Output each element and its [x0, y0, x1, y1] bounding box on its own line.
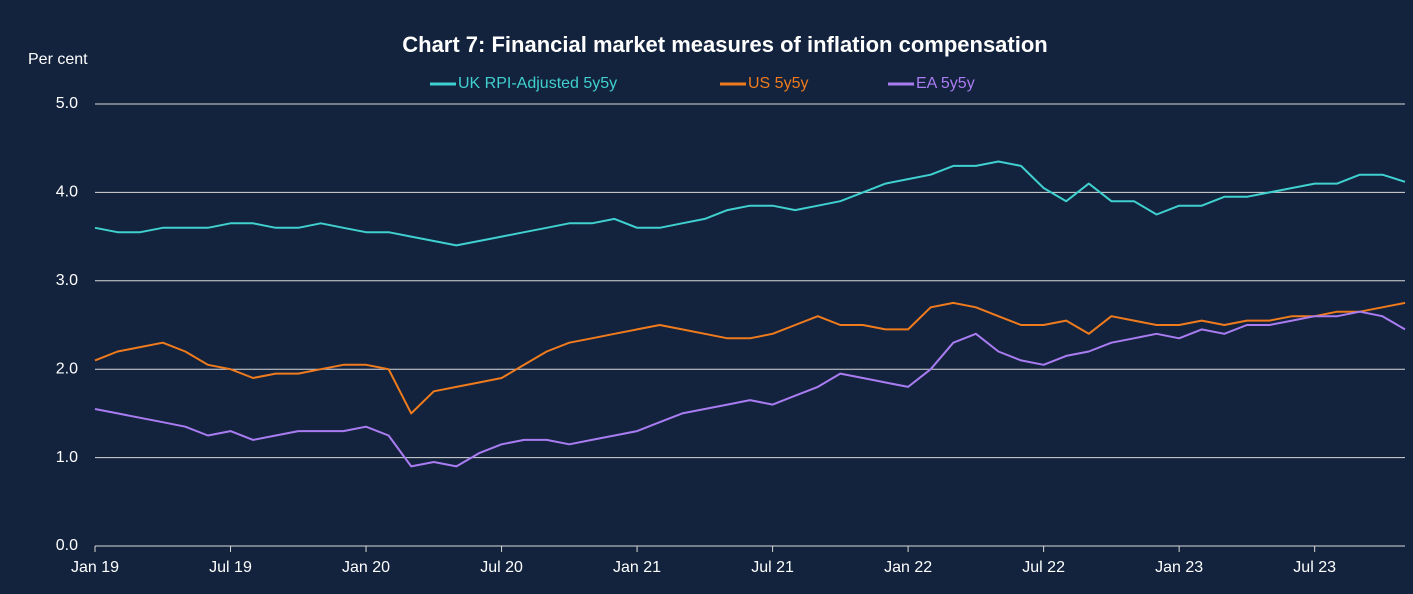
y-tick-label: 4.0 [56, 184, 78, 201]
y-tick-label: 5.0 [56, 95, 78, 112]
y-tick-label: 1.0 [56, 449, 78, 466]
x-tick-label: Jan 21 [613, 559, 661, 576]
x-tick-label: Jan 22 [884, 559, 932, 576]
x-tick-label: Jul 21 [751, 559, 794, 576]
chart-title: Chart 7: Financial market measures of in… [402, 32, 1048, 57]
series-line [94, 310, 1406, 468]
y-axis-label: Per cent [28, 51, 88, 68]
legend-label: UK RPI-Adjusted 5y5y [458, 75, 617, 92]
y-tick-label: 2.0 [56, 360, 78, 377]
x-tick-label: Jan 23 [1155, 559, 1203, 576]
x-tick-label: Jul 19 [209, 559, 252, 576]
x-tick-label: Jan 20 [342, 559, 390, 576]
series-line [94, 301, 1406, 415]
y-tick-label: 3.0 [56, 272, 78, 289]
legend-label: US 5y5y [748, 75, 808, 92]
y-tick-label: 0.0 [56, 537, 78, 554]
x-tick-label: Jul 22 [1022, 559, 1065, 576]
x-tick-label: Jul 23 [1293, 559, 1336, 576]
x-tick-label: Jul 20 [480, 559, 523, 576]
series-line [94, 160, 1406, 247]
x-tick-label: Jan 19 [71, 559, 119, 576]
legend-label: EA 5y5y [916, 75, 975, 92]
